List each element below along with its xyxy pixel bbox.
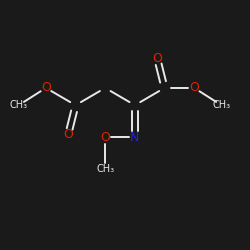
Text: O: O [100, 131, 110, 144]
Text: O: O [152, 52, 162, 65]
Text: CH₃: CH₃ [212, 100, 231, 110]
Text: CH₃: CH₃ [96, 164, 114, 174]
Text: O: O [41, 82, 51, 94]
Text: O: O [63, 128, 73, 141]
Text: O: O [189, 82, 199, 94]
Text: N: N [130, 131, 140, 144]
Text: CH₃: CH₃ [10, 100, 28, 110]
